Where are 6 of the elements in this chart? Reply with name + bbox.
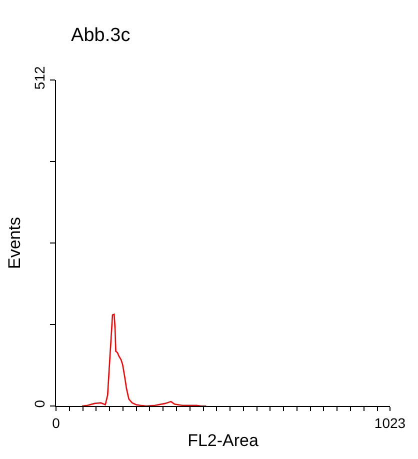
- y-axis-title: Events: [4, 217, 24, 269]
- y-tick-label: 512: [31, 66, 48, 90]
- chart-title: Abb.3c: [71, 24, 130, 46]
- x-tick-label: 1023: [374, 414, 406, 431]
- line-series: [81, 314, 207, 406]
- x-axis-title: FL2-Area: [188, 431, 259, 450]
